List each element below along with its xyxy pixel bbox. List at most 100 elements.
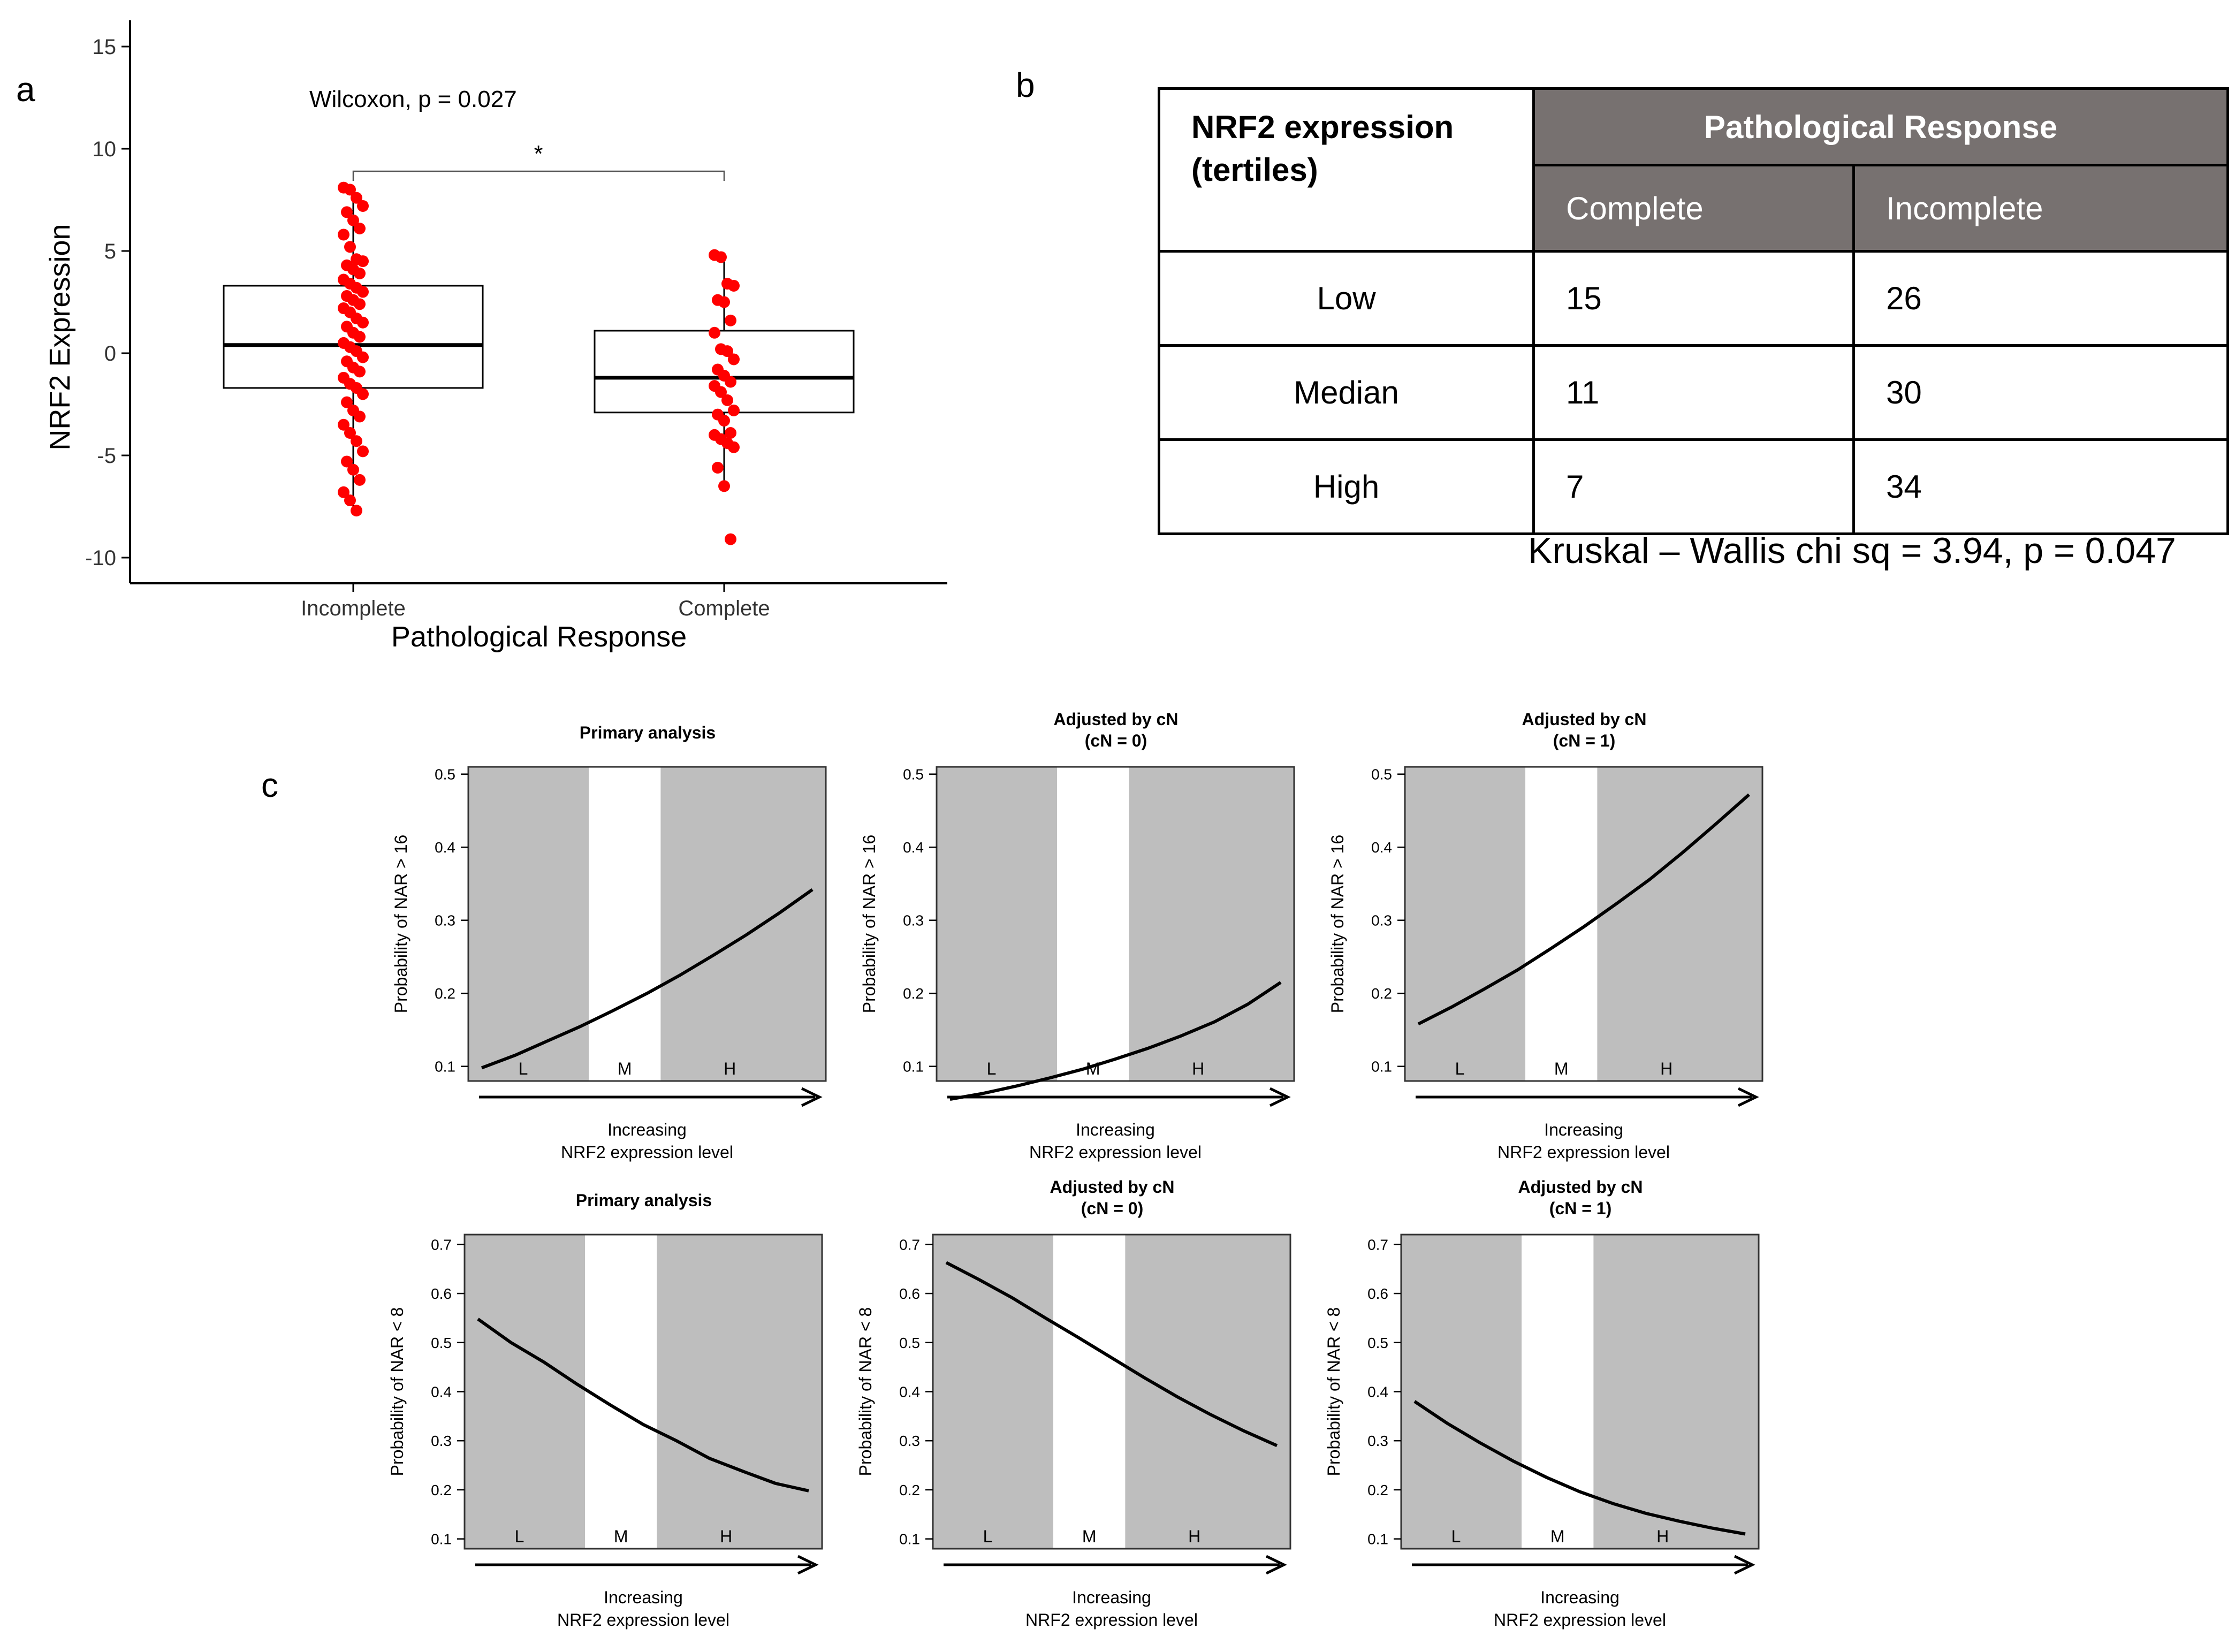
increasing-arrow-head	[1265, 1555, 1287, 1575]
data-point	[344, 494, 356, 507]
chart-title: Adjusted by cN	[1522, 710, 1647, 729]
probability-curve	[945, 1261, 1278, 1448]
chart-title: Adjusted by cN	[1054, 710, 1179, 729]
corner-line-2: (tertiles)	[1191, 152, 1318, 188]
y-tick-label: 0.6	[899, 1285, 920, 1302]
data-point	[354, 474, 366, 486]
data-point	[728, 404, 740, 416]
band-mid	[1522, 1235, 1594, 1549]
increasing-arrow-head	[1269, 1087, 1291, 1107]
x-axis-label-line2: NRF2 expression level	[1497, 1143, 1670, 1162]
row-label: Median	[1158, 344, 1535, 441]
band-label: H	[1656, 1527, 1669, 1546]
y-tick-label: 0.4	[435, 839, 455, 856]
x-axis-label-line1: Increasing	[604, 1588, 683, 1607]
y-tick-label: 0.4	[1371, 839, 1392, 856]
x-axis-label-line1: Increasing	[1544, 1120, 1623, 1139]
y-tick-label: 0.5	[435, 766, 455, 783]
y-tick-label: 0.3	[899, 1433, 920, 1449]
x-axis-label-line1: Increasing	[1072, 1588, 1151, 1607]
data-point	[728, 353, 740, 366]
y-tick-label: 0.2	[899, 1482, 920, 1498]
y-axis-label: Probability of NAR > 16	[860, 835, 879, 1014]
y-tick-label: 5	[104, 240, 116, 263]
y-tick-label: 0.4	[903, 839, 924, 856]
data-point	[344, 241, 356, 253]
chart-title: Primary analysis	[580, 723, 716, 742]
y-tick-label: 0.1	[903, 1059, 924, 1075]
data-point	[354, 268, 366, 280]
table-cell: 15	[1532, 250, 1855, 347]
y-tick-label: 0.1	[899, 1531, 920, 1548]
data-point	[338, 229, 349, 241]
x-axis-label-line2: NRF2 expression level	[561, 1143, 733, 1162]
corner-line-1: NRF2 expression	[1191, 109, 1454, 145]
data-point	[347, 214, 359, 226]
table-cell: 26	[1852, 250, 2229, 347]
data-point	[357, 388, 369, 400]
band-label: M	[1082, 1527, 1097, 1546]
band-high	[1593, 1235, 1759, 1549]
data-point	[725, 427, 736, 439]
data-point	[725, 376, 736, 388]
data-point	[357, 445, 369, 458]
band-high	[1125, 1235, 1290, 1549]
probability-curve	[1417, 793, 1750, 1026]
probability-curve	[477, 1318, 809, 1493]
band-label: M	[618, 1059, 632, 1078]
band-high	[657, 1235, 822, 1549]
data-point	[712, 461, 724, 474]
y-tick-label: 0.3	[431, 1433, 452, 1449]
band-label: L	[519, 1059, 528, 1078]
data-point	[718, 296, 730, 308]
chart-title: Primary analysis	[576, 1191, 712, 1210]
y-tick-label: -5	[97, 444, 116, 468]
data-point	[354, 410, 366, 423]
band-label: H	[1188, 1527, 1200, 1546]
probability-curve	[1413, 1400, 1746, 1536]
band-low	[465, 1235, 586, 1549]
group-header: Pathological Response	[1532, 87, 2229, 166]
x-axis-label-line2: NRF2 expression level	[1494, 1610, 1666, 1630]
panel-label-c: c	[261, 766, 278, 804]
increasing-arrow-head	[1737, 1087, 1759, 1107]
band-low	[468, 767, 589, 1081]
y-tick-label: 0.5	[903, 766, 924, 783]
data-point	[344, 427, 356, 439]
increasing-arrow-head	[1734, 1555, 1755, 1575]
band-label: L	[987, 1059, 997, 1078]
data-point	[715, 386, 727, 398]
table-corner-header: NRF2 expression (tertiles)	[1158, 87, 1535, 253]
significance-bracket	[352, 170, 725, 181]
y-tick-label: 0.3	[1367, 1433, 1388, 1449]
data-point	[341, 455, 353, 468]
band-mid	[585, 1235, 657, 1549]
y-tick-label: 0.7	[1367, 1236, 1388, 1253]
chart-subtitle: (cN = 0)	[1081, 1199, 1143, 1218]
band-mid	[1053, 1235, 1126, 1549]
x-axis-label-line1: Increasing	[1076, 1120, 1155, 1139]
y-tick-label: 15	[93, 35, 117, 59]
data-point	[721, 394, 733, 406]
y-axis-label: Probability of NAR < 8	[387, 1307, 407, 1476]
x-axis-label-line2: NRF2 expression level	[557, 1610, 729, 1630]
chart-subtitle: (cN = 0)	[1085, 731, 1147, 750]
probability-curve	[481, 888, 814, 1070]
y-tick-label: 0.2	[431, 1482, 452, 1498]
y-tick-label: 0.6	[1367, 1285, 1388, 1302]
data-point	[351, 192, 362, 204]
data-point	[357, 255, 369, 268]
plot-frame	[936, 766, 1295, 1082]
data-point	[725, 314, 736, 326]
y-tick-label: 0.2	[1367, 1482, 1388, 1498]
panel-label-a: a	[16, 70, 35, 109]
data-point	[351, 505, 362, 517]
y-tick-label: 0.4	[1367, 1384, 1388, 1400]
y-tick-label: -10	[85, 546, 116, 570]
data-point	[354, 298, 366, 310]
data-point	[357, 286, 369, 298]
y-tick-label: 0.1	[1371, 1059, 1392, 1075]
y-tick-label: 0.3	[435, 912, 455, 929]
x-axis-label-line2: NRF2 expression level	[1025, 1610, 1198, 1630]
